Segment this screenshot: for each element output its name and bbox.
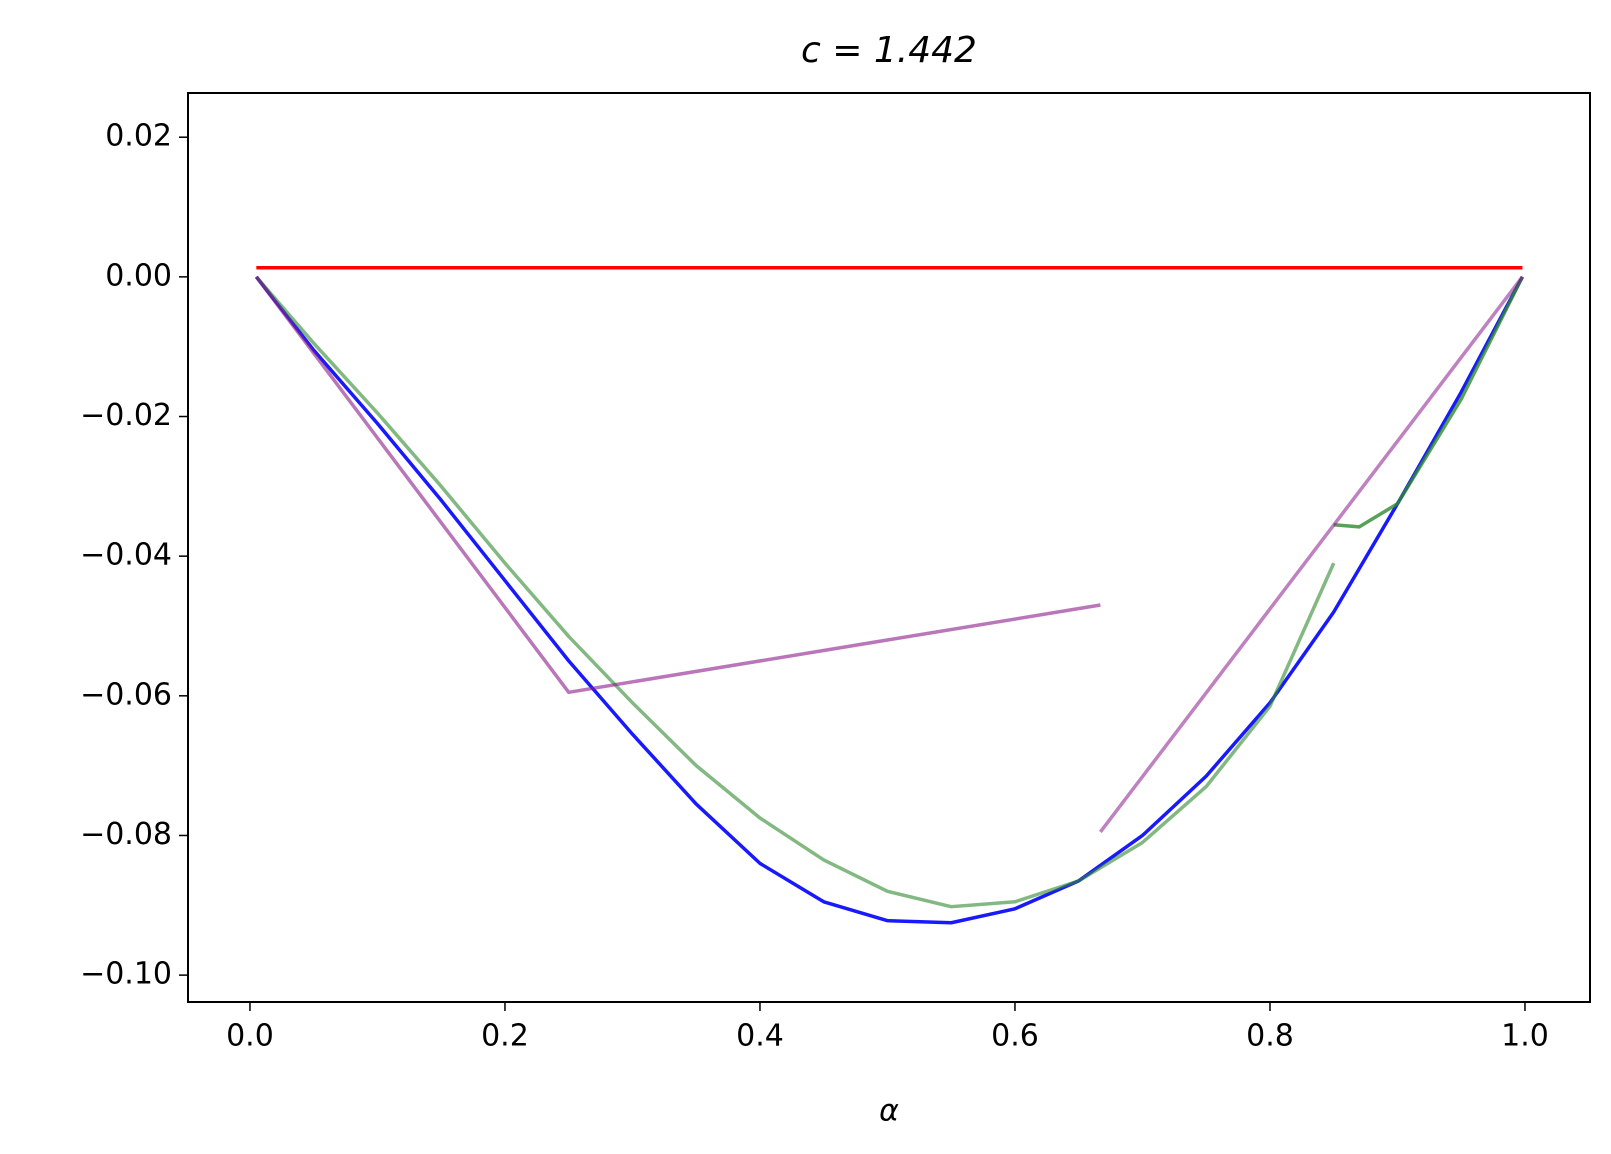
data-line [254, 275, 1101, 695]
x-tick-label: 0.6 [991, 1019, 1039, 1054]
y-tick-label: 0.02 [105, 119, 172, 154]
y-tick-label: 0.00 [105, 258, 172, 293]
x-axis-label: α [879, 1094, 899, 1129]
x-tick-label: 1.0 [1501, 1019, 1549, 1054]
data-line [1099, 275, 1524, 834]
y-tick-label: −0.04 [80, 538, 172, 573]
data-line [254, 275, 1524, 925]
y-tick-label: −0.08 [80, 817, 172, 852]
data-line [255, 275, 1336, 909]
x-tick-label: 0.2 [481, 1019, 529, 1054]
y-tick-label: −0.06 [80, 677, 172, 712]
x-tick-label: 0.0 [226, 1019, 274, 1054]
data-line [1333, 276, 1524, 529]
plot-frame [187, 92, 1591, 1003]
chart-title: c = 1.442 [801, 30, 977, 71]
x-tick-label: 0.8 [1246, 1019, 1294, 1054]
y-tick-label: −0.10 [80, 957, 172, 992]
y-tick-label: −0.02 [80, 398, 172, 433]
x-tick-label: 0.4 [736, 1019, 784, 1054]
